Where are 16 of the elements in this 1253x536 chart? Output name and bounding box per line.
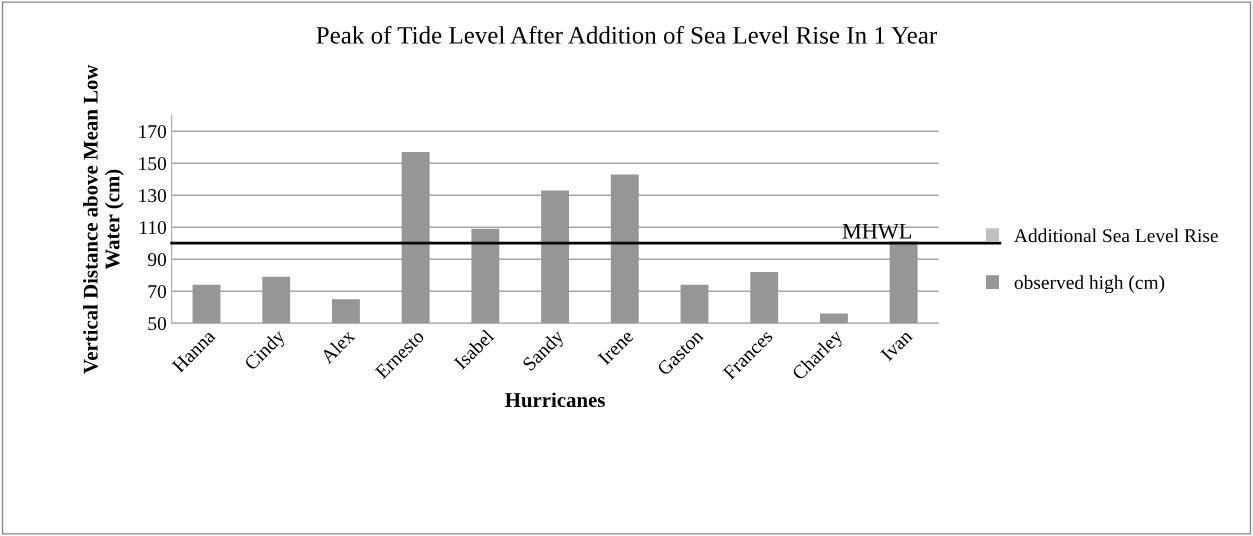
ref-line-label: MHWL: [842, 223, 911, 239]
x-tick-label: Irene: [597, 329, 634, 366]
chart-title: Peak of Tide Level After Addition of Sea Level Rise In 1 Year: [316, 25, 937, 44]
legend-label: Additional Sea Level Rise: [1014, 228, 1218, 243]
y-tick-label: 110: [140, 221, 167, 235]
y-axis-title: Vertical Distance above Mean Low Water (cm): [83, 64, 124, 374]
x-tick-label: Alex: [319, 328, 356, 365]
y-tick-label: 70: [148, 285, 167, 299]
y-tick-label: 90: [147, 253, 167, 267]
x-axis-title: Hurricanes: [505, 392, 605, 408]
legend-label: observed high (cm): [1014, 275, 1165, 294]
y-tick-label: 50: [148, 317, 167, 331]
y-tick-label: 150: [139, 157, 167, 171]
x-tick-label: Ivan: [880, 328, 914, 362]
y-tick-label: 170: [139, 125, 167, 139]
y-tick-label: 130: [139, 189, 167, 203]
